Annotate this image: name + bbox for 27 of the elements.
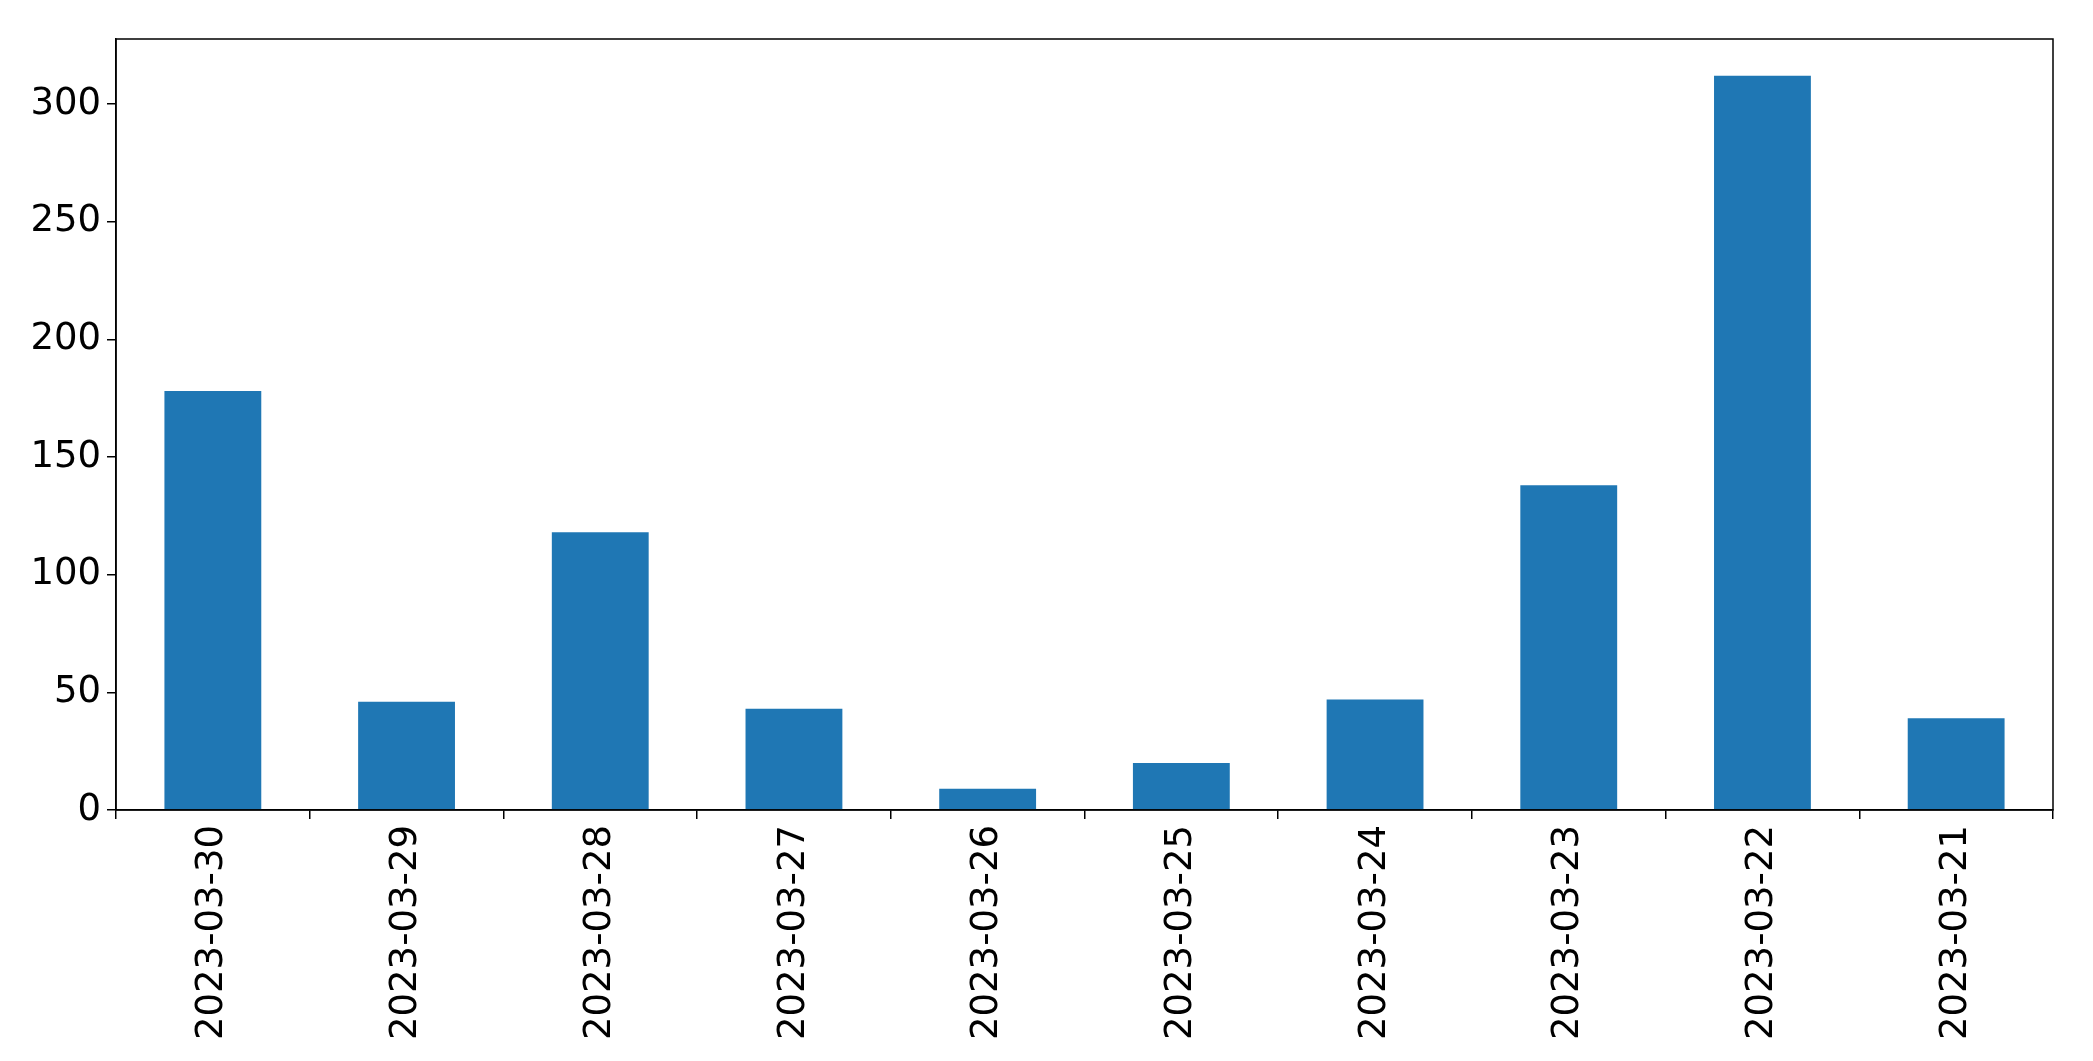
x-tick-label: 2023-03-21 bbox=[1931, 825, 1975, 1041]
bar bbox=[551, 532, 649, 810]
y-tick-label: 250 bbox=[30, 197, 101, 241]
bar bbox=[1907, 718, 2005, 810]
y-tick-label: 150 bbox=[30, 432, 101, 476]
x-tick-label: 2023-03-28 bbox=[575, 825, 619, 1041]
bar bbox=[1132, 762, 1230, 810]
bar bbox=[939, 788, 1037, 810]
x-tick-label: 2023-03-30 bbox=[188, 825, 232, 1041]
y-tick-label: 100 bbox=[30, 550, 101, 594]
bar bbox=[1714, 75, 1811, 810]
bar bbox=[164, 391, 262, 810]
bar bbox=[1520, 485, 1618, 810]
y-tick-label: 0 bbox=[77, 785, 101, 829]
y-tick-label: 50 bbox=[53, 667, 101, 711]
x-tick-label: 2023-03-25 bbox=[1156, 825, 1200, 1041]
x-tick-label: 2023-03-26 bbox=[963, 825, 1007, 1041]
x-tick-label: 2023-03-23 bbox=[1544, 825, 1588, 1041]
bar bbox=[358, 701, 455, 810]
y-tick-label: 300 bbox=[30, 79, 101, 123]
bar bbox=[745, 708, 843, 810]
bar bbox=[1326, 699, 1424, 810]
x-tick-label: 2023-03-22 bbox=[1738, 825, 1782, 1041]
x-tick-label: 2023-03-24 bbox=[1350, 825, 1394, 1041]
x-tick-label: 2023-03-27 bbox=[769, 825, 813, 1041]
x-tick-label: 2023-03-29 bbox=[382, 825, 426, 1041]
y-tick-label: 200 bbox=[30, 314, 101, 358]
